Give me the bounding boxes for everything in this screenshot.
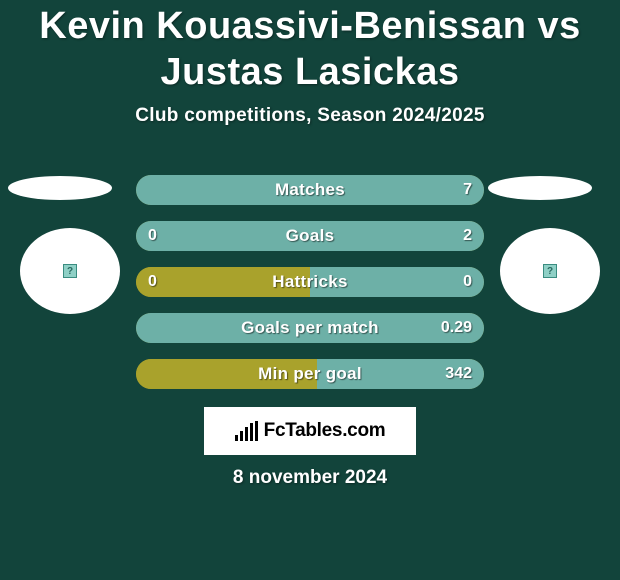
page-title: Kevin Kouassivi-Benissan vs Justas Lasic… [0,0,620,95]
stat-label: Goals per match [136,313,484,343]
player-left-flag-small [8,176,112,200]
stat-value-right: 0.29 [441,313,472,343]
player-left-club-badge: ? [20,228,120,314]
subtitle: Club competitions, Season 2024/2025 [0,105,620,127]
stat-value-left: 0 [148,267,157,297]
stat-row: Hattricks0 0 [136,267,484,297]
brand-badge: FcTables.com [204,407,416,455]
player-right-club-badge: ? [500,228,600,314]
placeholder-icon: ? [543,264,557,278]
placeholder-icon: ? [63,264,77,278]
stat-row: Min per goal342 [136,359,484,389]
stat-value-right: 342 [445,359,472,389]
stat-row: Goals0 2 [136,221,484,251]
stat-label: Min per goal [136,359,484,389]
date-label: 8 november 2024 [0,467,620,489]
brand-text: FcTables.com [264,420,386,442]
stat-value-left: 0 [148,221,157,251]
stat-label: Hattricks [136,267,484,297]
stat-value-right: 7 [463,175,472,205]
stat-label: Matches [136,175,484,205]
stat-row: Goals per match0.29 [136,313,484,343]
player-right-flag-small [488,176,592,200]
brand-bars-icon [235,421,258,441]
stat-row: Matches7 [136,175,484,205]
stat-label: Goals [136,221,484,251]
stat-value-right: 0 [463,267,472,297]
stats-bars: Matches7Goals02Hattricks00Goals per matc… [136,175,484,389]
stat-value-right: 2 [463,221,472,251]
